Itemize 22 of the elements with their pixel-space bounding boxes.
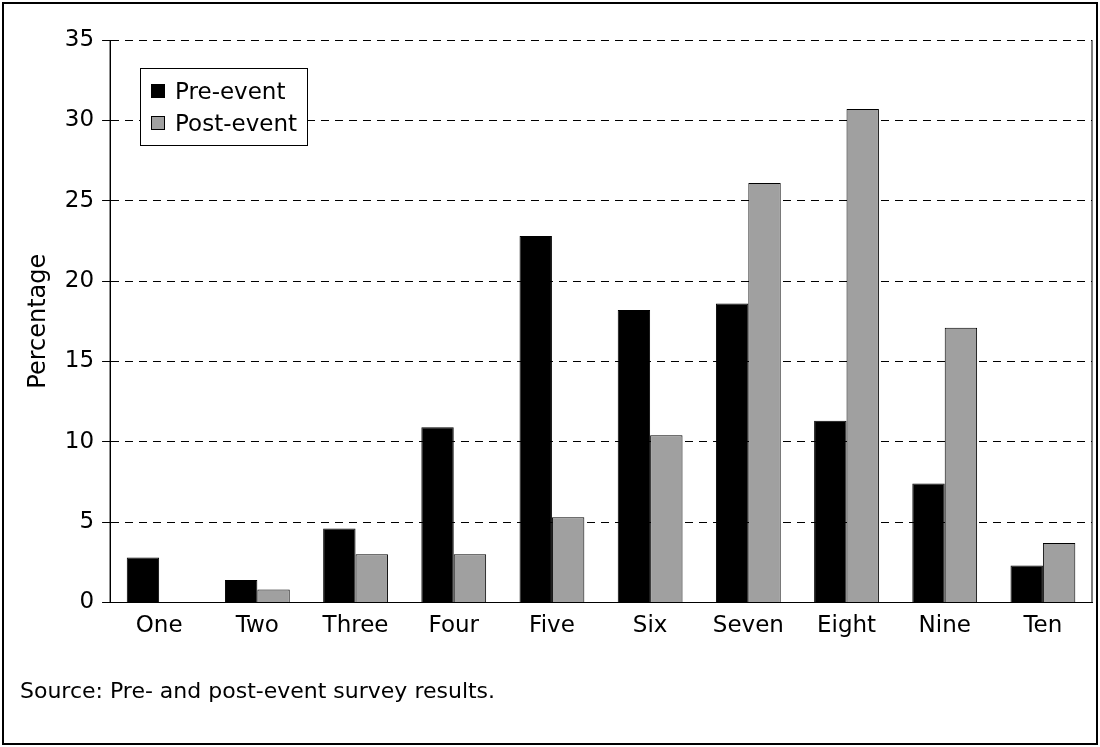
y-axis-title: Percentage [22,253,51,389]
x-tick-label: Seven [712,611,784,638]
x-tick-label: Two [234,611,279,638]
y-tick-label: 30 [64,105,95,132]
y-tick-label: 20 [64,266,95,292]
x-tick-label: Three [321,611,389,638]
y-tick-label: 0 [79,587,95,614]
x-tick-label: Four [428,611,480,638]
x-tick-label: Five [529,611,575,638]
legend-label: Post-event [175,109,297,138]
source-note: Source: Pre- and post-event survey results. [20,678,496,703]
x-tick-label: Nine [918,611,971,638]
x-tick-label: Ten [1022,611,1063,638]
x-tick-label: One [135,611,183,638]
y-tick-label: 35 [64,24,95,51]
x-tick-label: Six [632,611,668,638]
y-tick-label: 5 [79,507,95,534]
x-tick-label: Eight [816,611,877,638]
legend-label: Pre-event [175,77,286,106]
y-tick-label: 10 [64,426,95,453]
y-tick-label: 15 [64,346,95,373]
y-tick-label: 25 [64,185,95,212]
